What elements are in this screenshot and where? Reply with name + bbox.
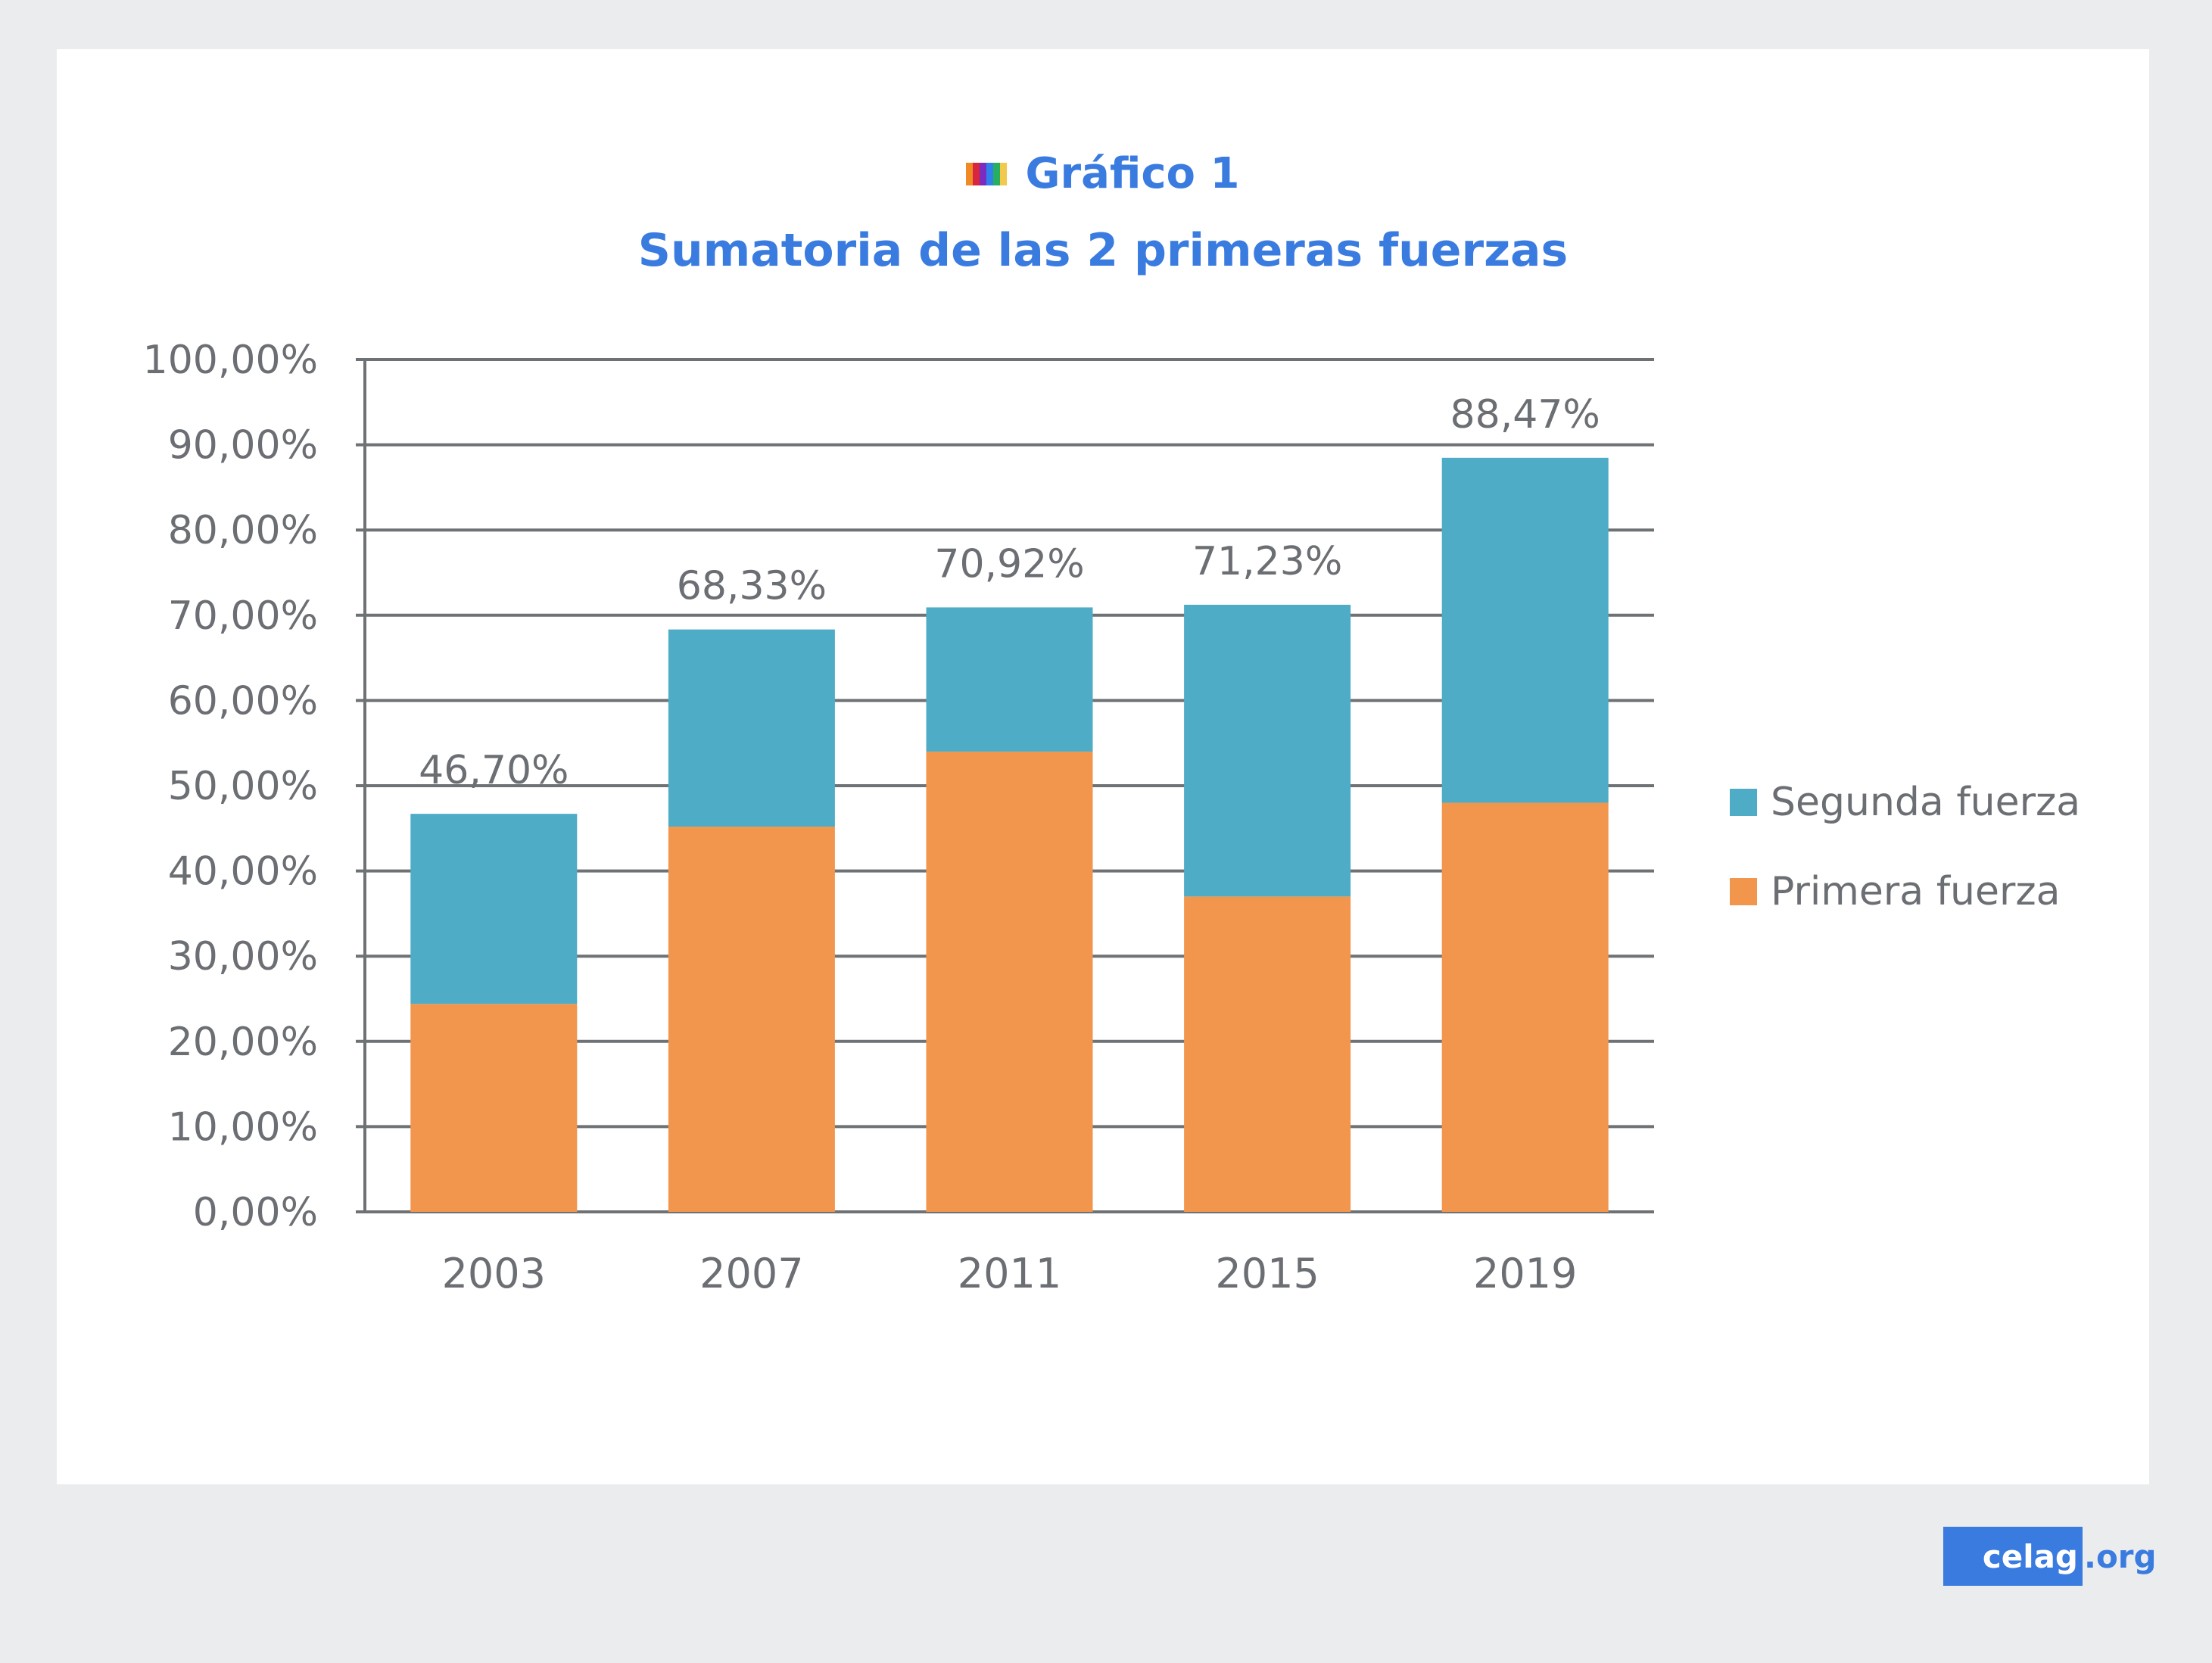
x-tick-label: 2003 xyxy=(442,1250,546,1297)
y-tick-label: 80,00% xyxy=(168,508,318,553)
bar-total-label: 68,33% xyxy=(677,564,827,609)
legend-label-segunda: Segunda fuerza xyxy=(1771,780,2081,825)
bar-total-label: 71,23% xyxy=(1192,539,1342,584)
x-tick-label: 2007 xyxy=(699,1250,803,1297)
chart-card: Gráfico 1 Sumatoria de las 2 primeras fu… xyxy=(57,49,2149,1484)
x-tick-label: 2015 xyxy=(1215,1250,1319,1297)
x-tick-label: 2011 xyxy=(958,1250,1061,1297)
y-tick-label: 90,00% xyxy=(168,423,318,469)
x-tick-label: 2019 xyxy=(1473,1250,1577,1297)
bar-segment-primera xyxy=(1441,802,1609,1212)
brand-name: celag xyxy=(1943,1527,2083,1586)
stripes-icon xyxy=(966,163,1008,185)
bar-total-label: 70,92% xyxy=(934,541,1084,587)
bar-segment-segunda xyxy=(668,629,835,827)
bar-total-label: 46,70% xyxy=(419,748,569,793)
y-tick-label: 10,00% xyxy=(168,1104,318,1150)
bar-segment-segunda xyxy=(926,607,1093,752)
bar-segment-primera xyxy=(668,827,835,1212)
bar-segment-segunda xyxy=(1441,457,1609,803)
chart-legend: Segunda fuerza Primera fuerza xyxy=(1730,776,2080,955)
y-tick-label: 60,00% xyxy=(168,678,318,724)
chart-label: Gráfico 1 xyxy=(1025,149,1240,198)
y-tick-label: 30,00% xyxy=(168,934,318,979)
bar-total-label: 88,47% xyxy=(1450,392,1600,438)
legend-label-primera: Primera fuerza xyxy=(1771,869,2061,914)
y-tick-label: 100,00% xyxy=(143,338,318,383)
y-tick-label: 70,00% xyxy=(168,593,318,639)
bar-segment-segunda xyxy=(1184,604,1351,897)
legend-item-segunda: Segunda fuerza xyxy=(1730,776,2080,829)
y-tick-label: 0,00% xyxy=(193,1190,318,1235)
brand-logo: celag .org xyxy=(1943,1527,2157,1586)
y-tick-label: 50,00% xyxy=(168,764,318,809)
legend-swatch-segunda xyxy=(1730,789,1757,816)
legend-item-primera: Primera fuerza xyxy=(1730,865,2080,918)
bar-segment-primera xyxy=(926,751,1093,1212)
legend-swatch-primera xyxy=(1730,878,1757,905)
bar-segment-primera xyxy=(410,1004,578,1212)
bar-segment-segunda xyxy=(410,814,578,1004)
y-tick-label: 40,00% xyxy=(168,849,318,895)
bar-segment-primera xyxy=(1184,896,1351,1212)
stacked-bar-chart: 0,00% 10,00% 20,00% 30,00% 40,00% 50,00% 60,00… xyxy=(143,338,1654,1297)
y-tick-label: 20,00% xyxy=(168,1020,318,1065)
chart-header: Gráfico 1 Sumatoria de las 2 primeras fu… xyxy=(57,148,2149,281)
brand-tld: .org xyxy=(2084,1537,2157,1575)
chart-title: Sumatoria de las 2 primeras fuerzas xyxy=(637,224,1569,277)
